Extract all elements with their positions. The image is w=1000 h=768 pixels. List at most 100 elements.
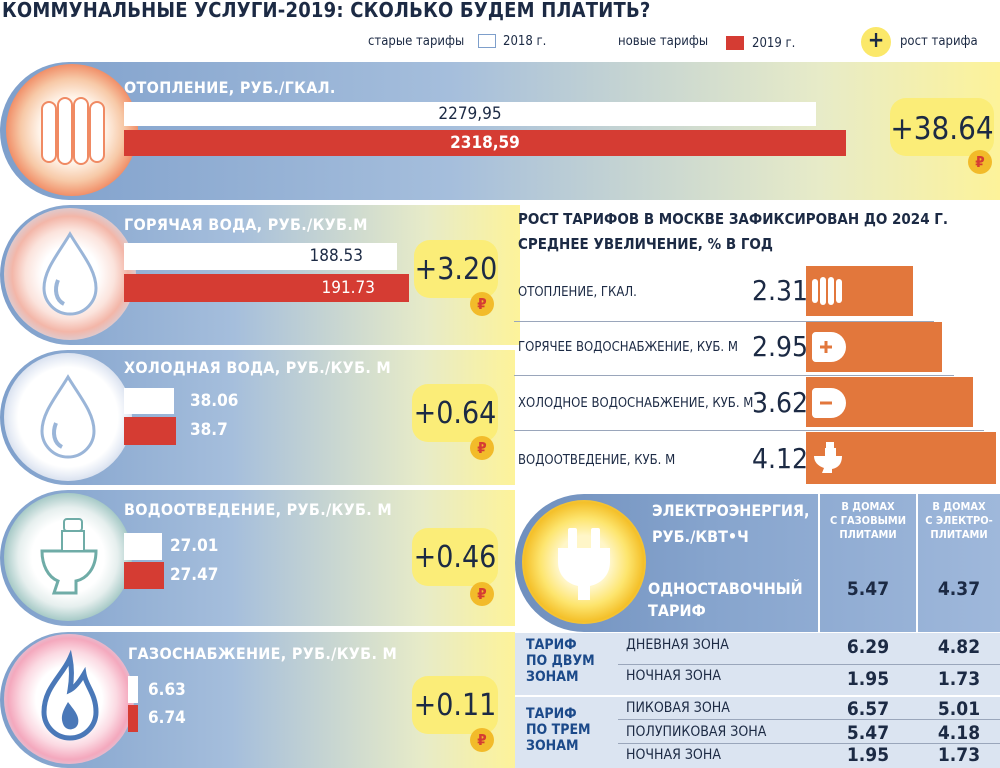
zone-gas-value: 1.95	[846, 668, 890, 690]
zone-electric-value: 4.82	[937, 636, 981, 658]
toilet-icon	[812, 442, 846, 473]
two-zone-label-line: ЗОНАМ	[526, 669, 579, 685]
legend-growth-label: рост тарифа	[900, 34, 978, 49]
sewage-value-new: 27.47	[170, 565, 219, 585]
heating-value-old: 2279,95	[438, 104, 502, 124]
row-divider	[514, 321, 934, 322]
toilet-icon	[4, 493, 132, 621]
heating-bar-old: 2279,95	[124, 102, 816, 126]
gas-label: ГАЗОСНАБЖЕНИЕ, РУБ./КУБ. М	[128, 644, 398, 663]
moscow-value-label: 3.62	[752, 386, 809, 419]
column-header-electric-line: ПЛИТАМИ	[930, 528, 988, 541]
column-header-electric: В ДОМАХ С ЭЛЕКТРО- ПЛИТАМИ	[918, 500, 1000, 542]
legend-old-swatch	[478, 34, 496, 48]
moscow-chart-subtitle: СРЕДНЕЕ УВЕЛИЧЕНИЕ, % В ГОД	[518, 235, 773, 253]
cold-water-growth-badge: +0.64	[412, 384, 498, 442]
legend-plus-icon: +	[861, 27, 891, 57]
heating-value-new: 2318,59	[450, 133, 520, 153]
zone-gas-value: 6.57	[846, 698, 890, 720]
column-header-gas-line: ПЛИТАМИ	[839, 528, 897, 541]
zone-gas-value: 6.29	[846, 636, 890, 658]
three-zone-label: ТАРИФ ПО ТРЕМ ЗОНАМ	[526, 706, 591, 754]
page-title: КОММУНАЛЬНЫЕ УСЛУГИ-2019: СКОЛЬКО БУДЕМ …	[2, 0, 651, 22]
hot-water-bar-old: 188.53	[124, 243, 397, 270]
electricity-title-line1: ЭЛЕКТРОЭНЕРГИЯ,	[652, 501, 810, 520]
zone-electric-value: 1.73	[937, 668, 981, 690]
zone-label: ПИКОВАЯ ЗОНА	[626, 700, 730, 716]
moscow-value-label: 2.31	[752, 274, 809, 307]
electricity-title-line2: РУБ./КВТ•Ч	[652, 527, 749, 546]
row-divider	[618, 664, 1000, 665]
moscow-category-label: ХОЛОДНОЕ ВОДОСНАБЖЕНИЕ, КУБ. М	[518, 396, 754, 411]
two-zone-label-line: ТАРИФ	[526, 637, 577, 653]
sewage-label: ВОДООТВЕДЕНИЕ, РУБ./КУБ. М	[124, 500, 392, 519]
gas-bar-new	[128, 705, 138, 732]
zone-electric-value: 1.73	[937, 744, 981, 766]
moscow-category-label: ОТОПЛЕНИЕ, ГКАЛ.	[518, 285, 637, 300]
row-divider	[514, 430, 984, 431]
cold-water-minus-icon	[812, 388, 846, 418]
hot-water-plus-icon	[812, 332, 846, 362]
moscow-category-label: ВОДООТВЕДЕНИЕ, КУБ. М	[518, 453, 676, 468]
three-zone-label-line: ПО ТРЕМ	[526, 722, 591, 738]
hot-water-growth-badge: +3.20	[414, 240, 498, 298]
column-header-electric-line: В ДОМАХ	[932, 500, 986, 513]
cold-water-label: ХОЛОДНАЯ ВОДА, РУБ./КУБ. М	[124, 358, 392, 377]
ruble-icon: ₽	[968, 150, 992, 174]
radiator-icon	[6, 64, 138, 196]
single-rate-label-line2: ТАРИФ	[648, 601, 706, 620]
hot-water-value-new: 191.73	[321, 278, 376, 298]
heating-bar-new: 2318,59	[124, 130, 846, 156]
single-rate-label-line1: ОДНОСТАВОЧНЫЙ	[648, 579, 803, 598]
plug-icon	[522, 500, 646, 624]
column-header-gas: В ДОМАХ С ГАЗОВЫМИ ПЛИТАМИ	[820, 500, 916, 542]
gas-value-new: 6.74	[148, 708, 186, 728]
cold-water-bar-old	[124, 388, 174, 414]
legend-new-year: 2019 г.	[752, 36, 796, 51]
hot-water-label: ГОРЯЧАЯ ВОДА, РУБ./КУБ.М	[124, 215, 368, 234]
two-zone-label: ТАРИФ ПО ДВУМ ЗОНАМ	[526, 637, 595, 685]
zone-label: ПОЛУПИКОВАЯ ЗОНА	[626, 724, 767, 740]
column-divider	[818, 494, 820, 768]
moscow-value-label: 4.12	[752, 442, 809, 475]
gas-flame-icon	[4, 634, 134, 764]
three-zone-label-line: ЗОНАМ	[526, 738, 579, 754]
cold-water-value-old: 38.06	[190, 391, 239, 411]
water-drop-icon	[4, 208, 136, 340]
cold-water-bar-new	[124, 417, 176, 445]
cold-water-value-new: 38.7	[190, 420, 228, 440]
row-divider	[618, 743, 1000, 744]
moscow-category-label: ГОРЯЧЕЕ ВОДОСНАБЖЕНИЕ, КУБ. М	[518, 340, 738, 355]
column-divider	[916, 494, 918, 768]
row-divider	[618, 719, 1000, 720]
sewage-growth-badge: +0.46	[412, 528, 498, 586]
ruble-icon: ₽	[470, 582, 494, 606]
legend-new-swatch	[726, 36, 744, 50]
sewage-bar-new	[124, 562, 164, 589]
column-header-electric-line: С ЭЛЕКТРО-	[925, 514, 993, 527]
single-rate-gas-value: 5.47	[846, 578, 890, 600]
gas-growth-badge: +0.11	[412, 676, 498, 734]
zone-label: ДНЕВНАЯ ЗОНА	[626, 637, 729, 653]
legend-new-label: новые тарифы	[618, 34, 709, 49]
three-zone-label-line: ТАРИФ	[526, 706, 577, 722]
gas-bar-old	[128, 676, 138, 703]
zone-electric-value: 5.01	[937, 698, 981, 720]
legend-old-label: старые тарифы	[368, 34, 465, 49]
gas-value-old: 6.63	[148, 680, 186, 700]
sewage-bar-old	[124, 533, 162, 560]
water-drop-icon	[4, 353, 132, 481]
heating-growth-badge: +38.64	[890, 98, 994, 156]
radiator-icon	[810, 276, 844, 306]
column-header-gas-line: В ДОМАХ	[841, 500, 895, 513]
zone-gas-value: 1.95	[846, 744, 890, 766]
ruble-icon: ₽	[470, 728, 494, 752]
two-zone-label-line: ПО ДВУМ	[526, 653, 595, 669]
three-zone-block	[515, 697, 1000, 768]
moscow-chart-title: РОСТ ТАРИФОВ В МОСКВЕ ЗАФИКСИРОВАН ДО 20…	[518, 210, 949, 228]
hot-water-value-old: 188.53	[309, 246, 364, 266]
column-header-gas-line: С ГАЗОВЫМИ	[829, 514, 907, 527]
single-rate-electric-value: 4.37	[937, 578, 981, 600]
zone-label: НОЧНАЯ ЗОНА	[626, 668, 721, 684]
ruble-icon: ₽	[470, 292, 494, 316]
